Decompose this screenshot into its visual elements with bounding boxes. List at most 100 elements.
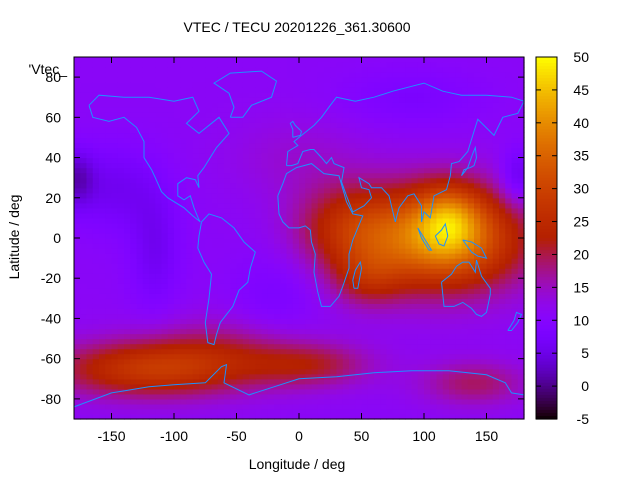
heatmap-cell [442,273,450,279]
heatmap-cell [449,273,456,279]
heatmap-cell [292,338,300,345]
heatmap-cell [386,102,394,108]
heatmap-cell [467,97,475,103]
heatmap-cell [217,353,225,360]
heatmap-cell [99,348,106,355]
heatmap-cell [492,318,500,325]
heatmap-cell [386,147,394,154]
heatmap-cell [199,232,206,239]
heatmap-cell [386,67,394,73]
heatmap-cell [374,62,381,68]
heatmap-cell [449,182,456,189]
heatmap-cell [142,313,150,320]
heatmap-cell [142,162,150,169]
heatmap-cell [292,197,300,204]
heatmap-cell [430,157,438,164]
heatmap-cell [274,388,281,395]
heatmap-cell [449,152,456,159]
heatmap-cell [455,122,463,128]
heatmap-cell [442,248,450,254]
heatmap-cell [199,177,206,184]
heatmap-cell [205,177,213,184]
heatmap-cell [86,202,94,209]
heatmap-cell [249,353,256,360]
heatmap-cell [374,67,381,73]
heatmap-cell [411,137,419,144]
heatmap-cell [92,67,100,73]
heatmap-cell [499,212,506,219]
heatmap-cell [236,343,244,350]
heatmap-cell [105,323,113,330]
heatmap-cell [211,323,219,330]
heatmap-cell [167,288,175,294]
heatmap-cell [417,373,425,380]
heatmap-cell [217,313,225,320]
heatmap-cell [411,378,419,385]
heatmap-cell [411,107,419,113]
heatmap-cell [361,303,369,309]
heatmap-cell [224,288,231,294]
heatmap-cell [211,217,219,224]
heatmap-cell [355,177,363,184]
heatmap-cell [455,67,463,73]
heatmap-cell [217,253,225,259]
heatmap-cell [149,127,156,134]
heatmap-cell [324,403,331,410]
heatmap-cell [130,343,138,350]
heatmap-cell [355,308,363,315]
heatmap-cell [442,258,450,264]
heatmap-cell [249,167,256,174]
heatmap-cell [292,202,300,209]
heatmap-cell [105,177,113,184]
heatmap-cell [317,62,325,68]
heatmap-cell [311,202,319,209]
heatmap-cell [249,157,256,164]
heatmap-cell [92,147,100,154]
heatmap-cell [280,368,288,375]
heatmap-cell [149,152,156,159]
heatmap-cell [136,403,144,410]
heatmap-cell [124,278,131,284]
heatmap-cell [249,263,256,269]
heatmap-cell [199,283,206,289]
heatmap-cell [211,408,219,415]
heatmap-cell [449,383,456,390]
heatmap-cell [117,243,125,249]
heatmap-cell [342,167,350,174]
heatmap-cell [436,142,444,149]
heatmap-cell [117,167,125,174]
heatmap-cell [461,222,469,229]
heatmap-cell [380,338,388,345]
heatmap-cell [224,227,231,234]
heatmap-cell [74,82,81,88]
heatmap-cell [355,273,363,279]
heatmap-cell [180,343,188,350]
heatmap-cell [455,187,463,194]
heatmap-cell [374,273,381,279]
heatmap-cell [242,207,250,214]
heatmap-cell [324,283,331,289]
heatmap-cell [380,413,388,420]
heatmap-cell [386,248,394,254]
heatmap-cell [74,112,81,118]
heatmap-cell [174,67,181,73]
heatmap-cell [167,227,175,234]
heatmap-cell [186,77,194,83]
heatmap-cell [417,408,425,415]
heatmap-cell [405,132,413,139]
heatmap-cell [242,87,250,93]
heatmap-cell [461,348,469,355]
heatmap-cell [424,263,431,269]
heatmap-cell [392,162,400,169]
heatmap-cell [224,212,231,219]
heatmap-cell [286,243,294,249]
heatmap-cell [486,278,494,284]
heatmap-cell [486,212,494,219]
heatmap-cell [205,212,213,219]
heatmap-cell [236,288,244,294]
heatmap-cell [149,117,156,123]
heatmap-cell [249,313,256,320]
heatmap-cell [480,212,488,219]
heatmap-cell [374,192,381,199]
heatmap-cell [342,278,350,284]
